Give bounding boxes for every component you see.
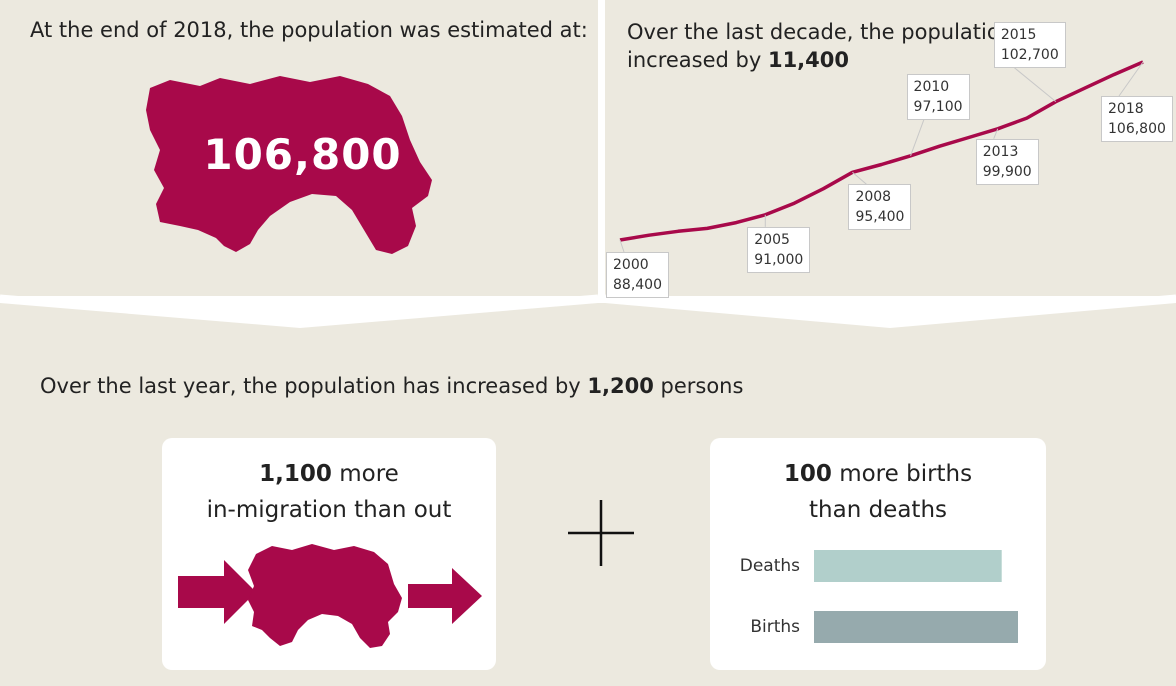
bar-births	[814, 611, 1018, 643]
callout-year: 2015	[1000, 26, 1037, 43]
callout-year: 2010	[913, 78, 950, 95]
callout-value: 91,000	[754, 251, 804, 268]
callout-year: 2000	[613, 257, 649, 273]
callout-2005: 2005 91,000	[747, 226, 811, 273]
migration-card: 1,100 more in-migration than out	[162, 438, 496, 670]
bar-deaths	[814, 550, 1002, 582]
arrow-out-icon	[408, 568, 482, 624]
decade-headline-prefix: increased by	[627, 48, 768, 72]
migration-title-rest: more	[331, 461, 399, 487]
decade-increase-value: 11,400	[767, 48, 849, 72]
natural-card-title-line1: 100 more births	[710, 458, 1046, 490]
island-map-icon	[146, 76, 432, 254]
callout-value: 88,400	[613, 277, 662, 293]
natural-value: 100	[783, 461, 832, 487]
callout-2010: 2010 97,100	[906, 73, 970, 120]
callout-leader-2000	[619, 239, 625, 253]
callout-leader-2018	[1118, 61, 1144, 97]
decade-trend-headline: Over the last decade, the population has…	[627, 18, 1057, 74]
callout-leader-2015	[1011, 65, 1057, 103]
plus-icon	[568, 500, 634, 566]
arrow-in-icon	[178, 560, 256, 624]
callout-2008: 2008 95,400	[848, 184, 912, 231]
callout-2000: 2000 88,400	[606, 252, 669, 298]
migration-value: 1,100	[259, 461, 332, 487]
natural-card-title-line2: than deaths	[809, 497, 947, 523]
current-population-headline: At the end of 2018, the population was e…	[30, 18, 588, 42]
migration-card-title-line1: 1,100 more	[162, 458, 496, 490]
callout-value: 106,800	[1108, 121, 1166, 137]
callout-value: 95,400	[855, 209, 905, 226]
callout-value: 97,100	[913, 98, 963, 115]
annual-change-headline: Over the last year, the population has i…	[40, 372, 743, 400]
decade-headline-line1: Over the last decade, the population has	[627, 20, 1057, 44]
callout-2018: 2018 106,800	[1101, 96, 1173, 142]
island-small-icon	[248, 544, 402, 648]
callout-2015: 2015 102,700	[993, 21, 1066, 68]
callout-year: 2018	[1108, 101, 1144, 117]
callout-leader-2010	[910, 117, 926, 157]
panel-decade-trend	[605, 0, 1176, 296]
callout-year: 2005	[754, 231, 790, 248]
migration-card-title-line2: in-migration than out	[206, 497, 452, 523]
callout-leaders	[619, 61, 1144, 253]
callout-year: 2013	[982, 143, 1019, 160]
births-deaths-chart	[814, 550, 1018, 643]
population-total-value: 106,800	[203, 130, 402, 179]
callout-value: 99,900	[982, 163, 1032, 180]
population-trend-chart	[619, 60, 1144, 253]
annual-headline-prefix: Over the last year, the population has i…	[40, 374, 588, 398]
callout-leader-2013	[993, 128, 999, 139]
bar-label-births: Births	[750, 617, 800, 637]
annual-headline-suffix: persons	[653, 374, 744, 398]
callout-leader-2008	[852, 171, 867, 185]
callout-year: 2008	[855, 189, 892, 206]
callout-2013: 2013 99,900	[975, 138, 1039, 185]
migration-graphic	[178, 544, 482, 648]
annual-increase-value: 1,200	[587, 374, 654, 398]
bar-label-deaths: Deaths	[739, 556, 800, 576]
natural-change-card: 100 more births than deaths Deaths Births	[710, 438, 1046, 670]
natural-title-rest: more births	[831, 461, 973, 487]
decade-headline-line2: increased by 11,400	[627, 46, 1057, 74]
callout-value: 102,700	[1000, 46, 1059, 63]
